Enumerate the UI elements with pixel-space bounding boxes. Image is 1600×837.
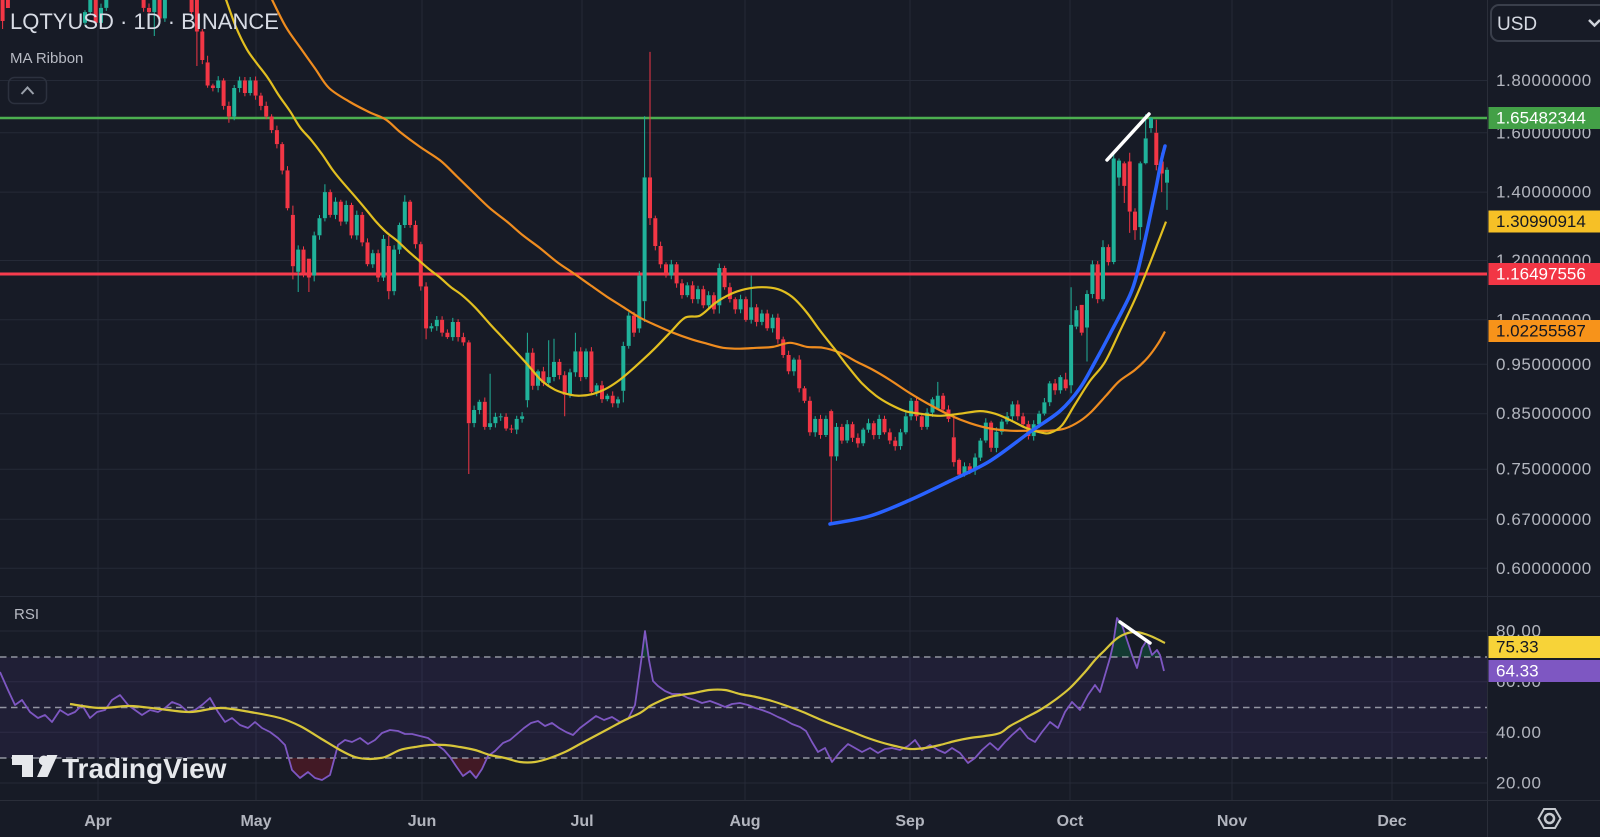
svg-text:1.65482344: 1.65482344 <box>1496 109 1586 128</box>
svg-text:LQTYUSD · 1D · BINANCE: LQTYUSD · 1D · BINANCE <box>10 9 279 34</box>
svg-text:Oct: Oct <box>1057 813 1084 830</box>
svg-text:64.33: 64.33 <box>1496 662 1539 681</box>
svg-text:1.80000000: 1.80000000 <box>1496 71 1592 90</box>
svg-text:MA Ribbon: MA Ribbon <box>10 50 83 67</box>
svg-text:RSI: RSI <box>14 606 39 623</box>
svg-text:Jul: Jul <box>570 813 593 830</box>
svg-text:May: May <box>240 813 271 830</box>
svg-text:Jun: Jun <box>408 813 436 830</box>
svg-text:Apr: Apr <box>84 813 112 830</box>
svg-text:1.30990914: 1.30990914 <box>1496 212 1586 231</box>
svg-text:1.16497556: 1.16497556 <box>1496 265 1586 284</box>
svg-text:Nov: Nov <box>1217 813 1247 830</box>
svg-text:1.02255587: 1.02255587 <box>1496 322 1586 341</box>
svg-text:0.85000000: 0.85000000 <box>1496 404 1592 423</box>
svg-text:TradingView: TradingView <box>62 753 227 784</box>
svg-text:0.67000000: 0.67000000 <box>1496 510 1592 529</box>
svg-text:1.40000000: 1.40000000 <box>1496 183 1592 202</box>
svg-text:0.95000000: 0.95000000 <box>1496 355 1592 374</box>
svg-text:75.33: 75.33 <box>1496 638 1539 657</box>
svg-text:USD: USD <box>1497 14 1537 35</box>
svg-text:Dec: Dec <box>1377 813 1406 830</box>
svg-text:0.75000000: 0.75000000 <box>1496 460 1592 479</box>
svg-text:40.00: 40.00 <box>1496 723 1542 742</box>
svg-text:80.00: 80.00 <box>1496 622 1542 641</box>
svg-text:Sep: Sep <box>895 813 925 830</box>
svg-text:0.60000000: 0.60000000 <box>1496 559 1592 578</box>
svg-text:20.00: 20.00 <box>1496 774 1542 793</box>
svg-text:Aug: Aug <box>729 813 760 830</box>
